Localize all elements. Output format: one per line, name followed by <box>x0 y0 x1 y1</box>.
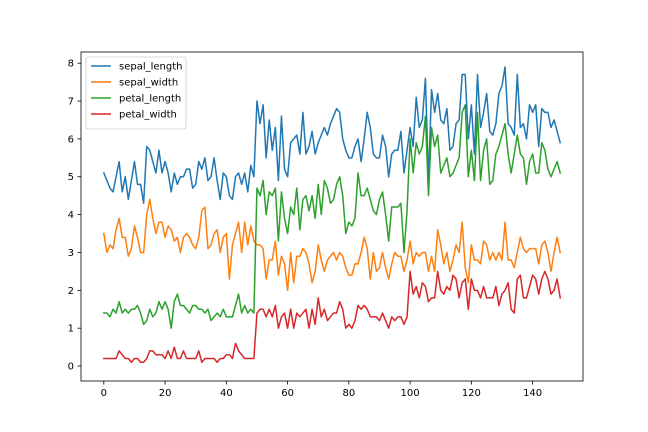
legend-label-petal_length: petal_length <box>119 94 181 105</box>
x-tick-label: 80 <box>342 388 355 399</box>
legend-label-sepal_width: sepal_width <box>119 78 178 89</box>
axes-border <box>80 51 584 382</box>
y-axis: 0 1 2 3 4 5 6 7 8 <box>68 59 81 373</box>
x-tick-label: 140 <box>523 388 542 399</box>
series-line-petal_length <box>103 104 562 329</box>
x-tick-label: 0 <box>101 388 107 399</box>
series-line-sepal_length <box>102 66 562 204</box>
legend: sepal_length sepal_width petal_lengthpetal… <box>85 56 187 130</box>
legend-label-sepal_length: sepal_length <box>119 62 183 73</box>
y-tick-label: 8 <box>68 59 74 70</box>
y-tick-label: 4 <box>68 210 74 221</box>
legend-box <box>85 56 187 130</box>
y-tick-label: 1 <box>68 324 74 335</box>
x-axis: 0 20 40 60 80 100 120 140 <box>101 381 542 399</box>
y-tick-label: 5 <box>68 172 74 183</box>
y-tick-label: 0 <box>68 362 74 373</box>
x-tick-label: 100 <box>401 388 420 399</box>
y-tick-label: 6 <box>68 134 74 145</box>
series-line-sepal_width <box>102 198 562 292</box>
x-tick-label: 40 <box>220 388 233 399</box>
legend-label-petal_width: petal_width <box>119 110 177 121</box>
x-tick-label: 120 <box>462 388 481 399</box>
y-tick-label: 2 <box>68 286 74 297</box>
x-tick-label: 20 <box>159 388 172 399</box>
y-tick-label: 3 <box>68 248 74 259</box>
x-tick-label: 60 <box>281 388 294 399</box>
series-line-petal_width <box>103 270 562 364</box>
series-lines <box>102 66 562 364</box>
y-tick-label: 7 <box>68 97 74 108</box>
axes-frame <box>80 51 584 382</box>
